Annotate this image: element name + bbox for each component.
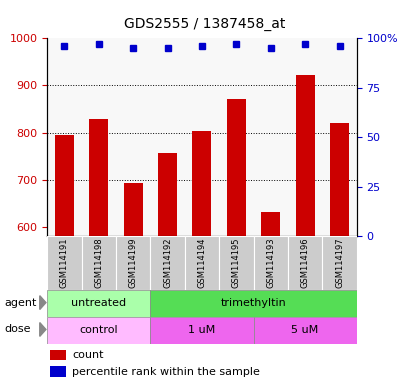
Bar (218, 236, 253, 290)
Text: untreated: untreated (71, 298, 126, 308)
Text: agent: agent (4, 298, 36, 308)
Text: 1 uM: 1 uM (188, 325, 215, 335)
Bar (158, 153, 177, 236)
Text: 5 uM: 5 uM (291, 325, 318, 335)
Text: GSM114196: GSM114196 (300, 238, 309, 288)
Bar (150, 236, 184, 290)
Text: GSM114197: GSM114197 (334, 238, 343, 288)
Bar (295, 75, 314, 236)
Text: dose: dose (4, 324, 31, 334)
Bar (150, 317, 253, 344)
Text: GSM114198: GSM114198 (94, 238, 103, 288)
Text: control: control (79, 325, 118, 335)
Bar (124, 183, 142, 236)
Text: GSM114195: GSM114195 (231, 238, 240, 288)
Bar (55, 135, 74, 236)
Polygon shape (40, 323, 46, 336)
Bar (329, 123, 348, 236)
Text: GSM114191: GSM114191 (60, 238, 69, 288)
Bar (192, 131, 211, 236)
Text: GSM114199: GSM114199 (128, 238, 137, 288)
Bar (184, 236, 218, 290)
Bar (50, 366, 65, 377)
Bar (47, 317, 150, 344)
Bar (50, 350, 65, 360)
Text: count: count (72, 350, 103, 360)
Text: GSM114192: GSM114192 (163, 238, 172, 288)
Bar (116, 236, 150, 290)
Bar (253, 236, 287, 290)
Bar (321, 236, 356, 290)
Text: trimethyltin: trimethyltin (220, 298, 286, 308)
Bar (81, 236, 116, 290)
Text: GSM114194: GSM114194 (197, 238, 206, 288)
Text: GSM114193: GSM114193 (265, 238, 274, 288)
Bar (150, 290, 356, 317)
Polygon shape (40, 296, 46, 310)
Bar (253, 317, 356, 344)
Bar (287, 236, 321, 290)
Bar (47, 290, 150, 317)
Bar (47, 236, 81, 290)
Text: percentile rank within the sample: percentile rank within the sample (72, 366, 259, 377)
Text: GDS2555 / 1387458_at: GDS2555 / 1387458_at (124, 17, 285, 31)
Bar (226, 99, 245, 236)
Bar (89, 119, 108, 236)
Bar (261, 212, 279, 236)
